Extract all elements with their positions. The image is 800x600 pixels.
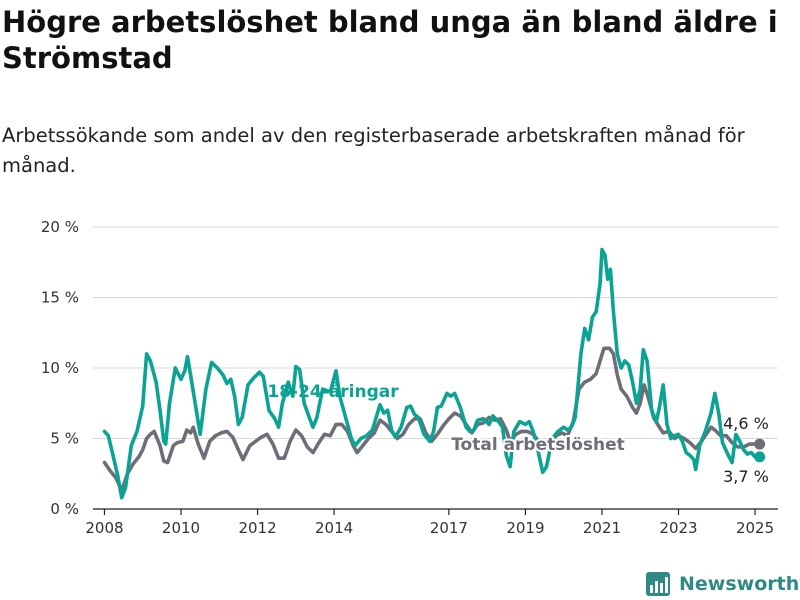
x-tick-label: 2008 <box>85 519 123 537</box>
x-axis: 2008 2010 2012 2014 2017 2019 2021 2023 2025 <box>85 509 774 537</box>
x-tick-label: 2010 <box>162 519 200 537</box>
annotations: 18-24-åringar Total arbetslöshet 4,6 % 3,7 … <box>267 380 770 488</box>
y-tick-label: 10 % <box>41 359 79 377</box>
x-tick-label: 2017 <box>430 519 468 537</box>
series-lines <box>102 247 762 500</box>
x-tick-label: 2025 <box>736 519 774 537</box>
brand-name: Newsworthy <box>679 573 800 595</box>
x-tick-label: 2014 <box>315 519 353 537</box>
x-tick-label: 2023 <box>659 519 697 537</box>
chart-subtitle: Arbetssökande som andel av den registerb… <box>2 124 745 177</box>
y-tick-label: 0 % <box>50 500 79 518</box>
newsworthy-icon <box>646 572 670 596</box>
chart-title: Högre arbetslöshet bland unga än bland ä… <box>2 5 778 75</box>
youth-endpoint-dot <box>754 451 766 463</box>
x-tick-label: 2019 <box>506 519 544 537</box>
y-tick-label: 20 % <box>41 218 79 236</box>
x-tick-label: 2012 <box>238 519 276 537</box>
series-endpoints <box>754 438 766 463</box>
total-end-value-label: 4,6 % <box>723 414 769 433</box>
youth-series-label: 18-24-åringar <box>267 380 399 402</box>
youth-series-line <box>102 247 762 500</box>
youth-end-value-label: 3,7 % <box>723 467 769 486</box>
x-tick-label: 2021 <box>583 519 621 537</box>
y-tick-label: 15 % <box>41 289 79 307</box>
total-series-label: Total arbetslöshet <box>451 435 625 455</box>
y-tick-label: 5 % <box>50 430 79 448</box>
total-endpoint-dot <box>754 438 766 450</box>
newsworthy-logo: Newsworthy <box>645 569 800 599</box>
